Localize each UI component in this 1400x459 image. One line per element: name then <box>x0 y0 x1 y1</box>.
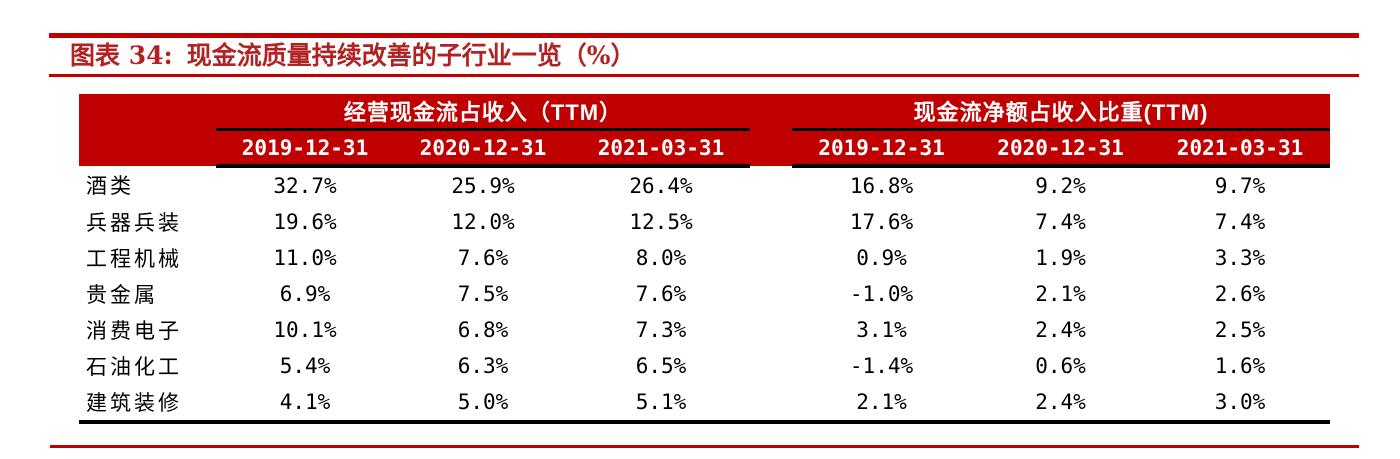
row-label-header-blank <box>79 129 216 166</box>
value-cell: 7.4% <box>1214 210 1266 234</box>
spacer-cell <box>750 240 792 276</box>
value-cell: 5.1% <box>572 384 751 424</box>
value-cell: 7.4% <box>1035 210 1086 234</box>
spacer-cell <box>750 276 792 312</box>
row-label: 酒类 <box>86 175 134 198</box>
value-cell: 2.5% <box>1214 318 1266 342</box>
row-label: 建筑装修 <box>79 384 216 424</box>
value-cell: 3.1% <box>856 318 907 342</box>
table-header: 经营现金流占收入（TTM） 现金流净额占收入比重(TTM) 2019-12-31… <box>79 94 1331 168</box>
spacer-cell <box>750 204 792 240</box>
value-cell: 2.1% <box>792 384 972 424</box>
group-header-operating-cashflow: 经营现金流占收入（TTM） <box>216 94 751 131</box>
value-cell: 17.6% <box>849 210 914 234</box>
date-header: 2020-12-31 <box>971 129 1151 168</box>
row-label-header-blank <box>79 94 216 130</box>
group-spacer <box>750 129 793 166</box>
date-header: 2020-12-31 <box>394 129 572 168</box>
value-cell: 5.4% <box>279 354 331 378</box>
value-cell: 7.5% <box>457 282 509 306</box>
spacer-cell <box>750 384 793 424</box>
row-label: 贵金属 <box>86 284 158 307</box>
date-header-row: 2019-12-31 2020-12-31 2021-03-31 2019-12… <box>79 129 1331 168</box>
value-cell: 2.1% <box>1035 282 1086 306</box>
value-cell: 5.0% <box>394 384 572 424</box>
value-cell: 32.7% <box>273 174 337 198</box>
figure-title-bar: 图表 34: 现金流质量持续改善的子行业一览（%） <box>49 33 1359 77</box>
row-label: 石油化工 <box>86 356 182 379</box>
table-row-petrochemical: 石油化工 5.4% 6.3% 6.5% -1.4% 0.6% 1.6% <box>79 348 1330 384</box>
spacer-cell <box>750 348 792 384</box>
value-cell: -1.4% <box>849 354 914 378</box>
value-cell: 19.6% <box>273 210 337 234</box>
value-cell: 1.9% <box>1035 246 1086 270</box>
value-cell: 2.6% <box>1214 282 1266 306</box>
group-spacer <box>750 94 793 130</box>
value-cell: 16.8% <box>849 174 914 198</box>
value-cell: 6.8% <box>457 318 509 342</box>
value-cell: 6.9% <box>279 282 331 306</box>
value-cell: 6.3% <box>457 354 509 378</box>
spacer-cell <box>750 166 792 204</box>
value-cell: 7.6% <box>457 246 509 270</box>
cashflow-table: 经营现金流占收入（TTM） 现金流净额占收入比重(TTM) 2019-12-31… <box>79 94 1331 424</box>
date-header: 2019-12-31 <box>216 129 394 168</box>
value-cell: 26.4% <box>629 174 693 198</box>
value-cell: 4.1% <box>216 384 394 424</box>
value-cell: 1.6% <box>1214 354 1266 378</box>
value-cell: 2.4% <box>971 384 1151 424</box>
table-row-building-decoration: 建筑装修 4.1% 5.0% 5.1% 2.1% 2.4% 3.0% <box>79 384 1331 424</box>
page-bottom-divider <box>50 445 1359 448</box>
value-cell: 8.0% <box>635 246 687 270</box>
table-row-precious-metals: 贵金属 6.9% 7.5% 7.6% -1.0% 2.1% 2.6% <box>79 276 1330 312</box>
row-label: 消费电子 <box>86 320 182 343</box>
table-row-weapons: 兵器兵装 19.6% 12.0% 12.5% 17.6% 7.4% 7.4% <box>79 204 1330 240</box>
group-header-net-cashflow: 现金流净额占收入比重(TTM) <box>792 94 1331 131</box>
table-row-consumer-electronics: 消费电子 10.1% 6.8% 7.3% 3.1% 2.4% 2.5% <box>79 312 1330 348</box>
date-header: 2021-03-31 <box>1150 129 1331 168</box>
date-header: 2021-03-31 <box>572 129 751 168</box>
value-cell: -1.0% <box>849 282 914 306</box>
group-header-row: 经营现金流占收入（TTM） 现金流净额占收入比重(TTM) <box>79 94 1331 131</box>
value-cell: 6.5% <box>635 354 687 378</box>
row-label: 兵器兵装 <box>86 212 182 235</box>
value-cell: 3.0% <box>1150 384 1331 424</box>
value-cell: 2.4% <box>1035 318 1086 342</box>
value-cell: 7.6% <box>635 282 687 306</box>
value-cell: 0.6% <box>1035 354 1086 378</box>
table-row-liquor: 酒类 32.7% 25.9% 26.4% 16.8% 9.2% 9.7% <box>79 166 1330 204</box>
value-cell: 3.3% <box>1214 246 1266 270</box>
figure-title-text: 现金流质量持续改善的子行业一览（%） <box>186 41 636 70</box>
figure-title: 图表 34: 现金流质量持续改善的子行业一览（%） <box>70 41 636 70</box>
value-cell: 0.9% <box>856 246 907 270</box>
value-cell: 12.0% <box>451 210 515 234</box>
value-cell: 9.7% <box>1214 174 1266 198</box>
figure-number-label: 图表 34: <box>70 41 173 70</box>
date-header: 2019-12-31 <box>792 129 972 168</box>
value-cell: 12.5% <box>629 210 693 234</box>
value-cell: 11.0% <box>273 246 337 270</box>
spacer-cell <box>750 312 792 348</box>
row-label: 工程机械 <box>86 248 182 271</box>
value-cell: 7.3% <box>635 318 687 342</box>
value-cell: 9.2% <box>1035 174 1086 198</box>
table-body: 酒类 32.7% 25.9% 26.4% 16.8% 9.2% 9.7% 兵器兵… <box>79 166 1331 424</box>
value-cell: 10.1% <box>273 318 337 342</box>
table-row-construction-machinery: 工程机械 11.0% 7.6% 8.0% 0.9% 1.9% 3.3% <box>79 240 1330 276</box>
value-cell: 25.9% <box>451 174 515 198</box>
